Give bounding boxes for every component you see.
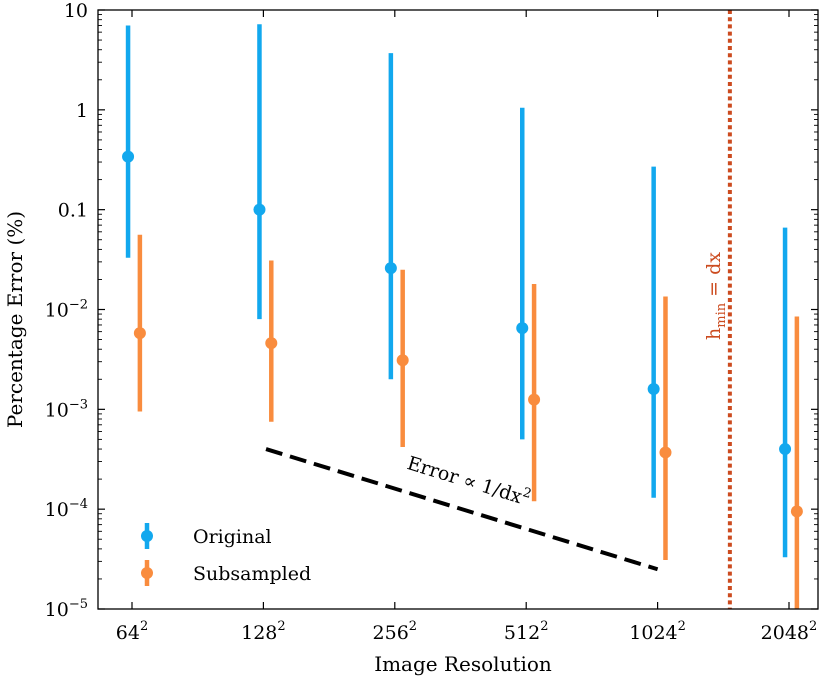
y-tick-label: 10−3 <box>45 397 88 421</box>
y-tick-label: 0.1 <box>58 200 88 222</box>
subsampled-point <box>659 446 672 459</box>
subsampled-point <box>790 505 803 518</box>
legend-subsampled-label: Subsampled <box>193 563 311 585</box>
h-min-label: hmin = dx <box>703 252 729 340</box>
original-point <box>516 322 529 335</box>
subsampled-point <box>528 393 541 406</box>
original-point <box>384 262 397 275</box>
subsampled-point <box>265 337 278 350</box>
subsampled-point <box>133 327 146 340</box>
legend-original-label: Original <box>193 526 272 548</box>
x-axis-title: Image Resolution <box>374 652 552 676</box>
y-tick-label: 10 <box>64 0 88 22</box>
plot-frame <box>97 9 819 610</box>
original-point <box>779 443 792 456</box>
legend-subsampled-marker <box>141 567 153 579</box>
y-tick-label: 10−2 <box>45 298 88 322</box>
original-point <box>253 203 266 216</box>
x-tick-label: 642 <box>116 619 148 644</box>
error-scaling-label: Error ∝ 1/dx2 <box>405 450 534 510</box>
y-tick-label: 1 <box>76 100 88 122</box>
x-tick-label: 1282 <box>241 619 286 644</box>
y-tick-label: 10−5 <box>45 597 88 621</box>
subsampled-point <box>396 354 409 367</box>
x-tick-label: 20482 <box>761 619 818 644</box>
original-point <box>647 382 660 395</box>
y-tick-label: 10−4 <box>45 497 88 521</box>
x-tick-label: 10242 <box>629 619 686 644</box>
x-tick-label: 5122 <box>504 619 549 644</box>
y-axis-title: Percentage Error (%) <box>3 211 27 428</box>
original-point <box>122 150 135 163</box>
legend-original-marker <box>141 530 153 542</box>
x-tick-label: 2562 <box>373 619 418 644</box>
error-scaling-line <box>265 447 659 572</box>
